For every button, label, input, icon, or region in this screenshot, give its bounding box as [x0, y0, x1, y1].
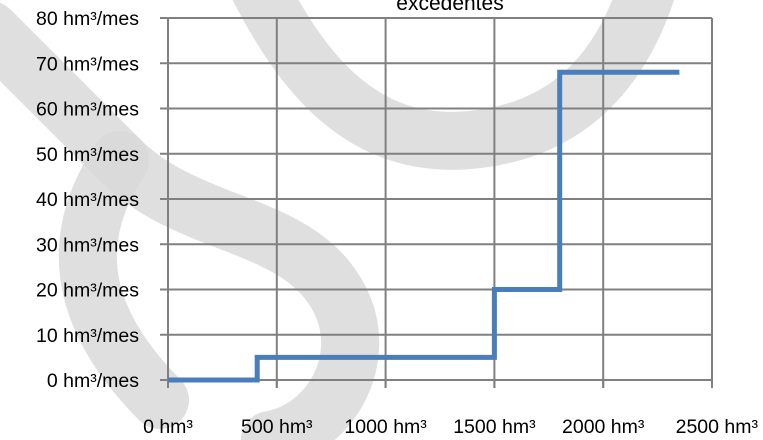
x-tick-label: 1000 hm³ [344, 416, 427, 438]
y-tick-label: 70 hm³/mes [36, 53, 139, 75]
x-tick-label: 2000 hm³ [562, 416, 645, 438]
axes [160, 17, 713, 388]
grid [168, 17, 713, 388]
y-tick-label: 50 hm³/mes [36, 144, 139, 166]
x-tick-label: 2500 hm³ [676, 416, 759, 438]
y-tick-label: 80 hm³/mes [36, 8, 139, 30]
y-tick-label: 60 hm³/mes [36, 99, 139, 121]
x-tick-label: 500 hm³ [241, 416, 313, 438]
series-layer [168, 69, 680, 383]
x-tick-label: 1500 hm³ [453, 416, 536, 438]
chart-title: excedentes [396, 0, 503, 15]
y-tick-label: 10 hm³/mes [36, 325, 139, 347]
x-tick-label: 0 hm³ [143, 416, 193, 438]
series-line [168, 69, 680, 383]
y-tick-label: 20 hm³/mes [36, 280, 139, 302]
y-tick-label: 30 hm³/mes [36, 234, 139, 256]
y-tick-label: 0 hm³/mes [47, 370, 139, 392]
y-tick-label: 40 hm³/mes [36, 189, 139, 211]
tick-labels: 0 hm³/mes 10 hm³/mes 20 hm³/mes 30 hm³/mes 4… [36, 8, 758, 438]
